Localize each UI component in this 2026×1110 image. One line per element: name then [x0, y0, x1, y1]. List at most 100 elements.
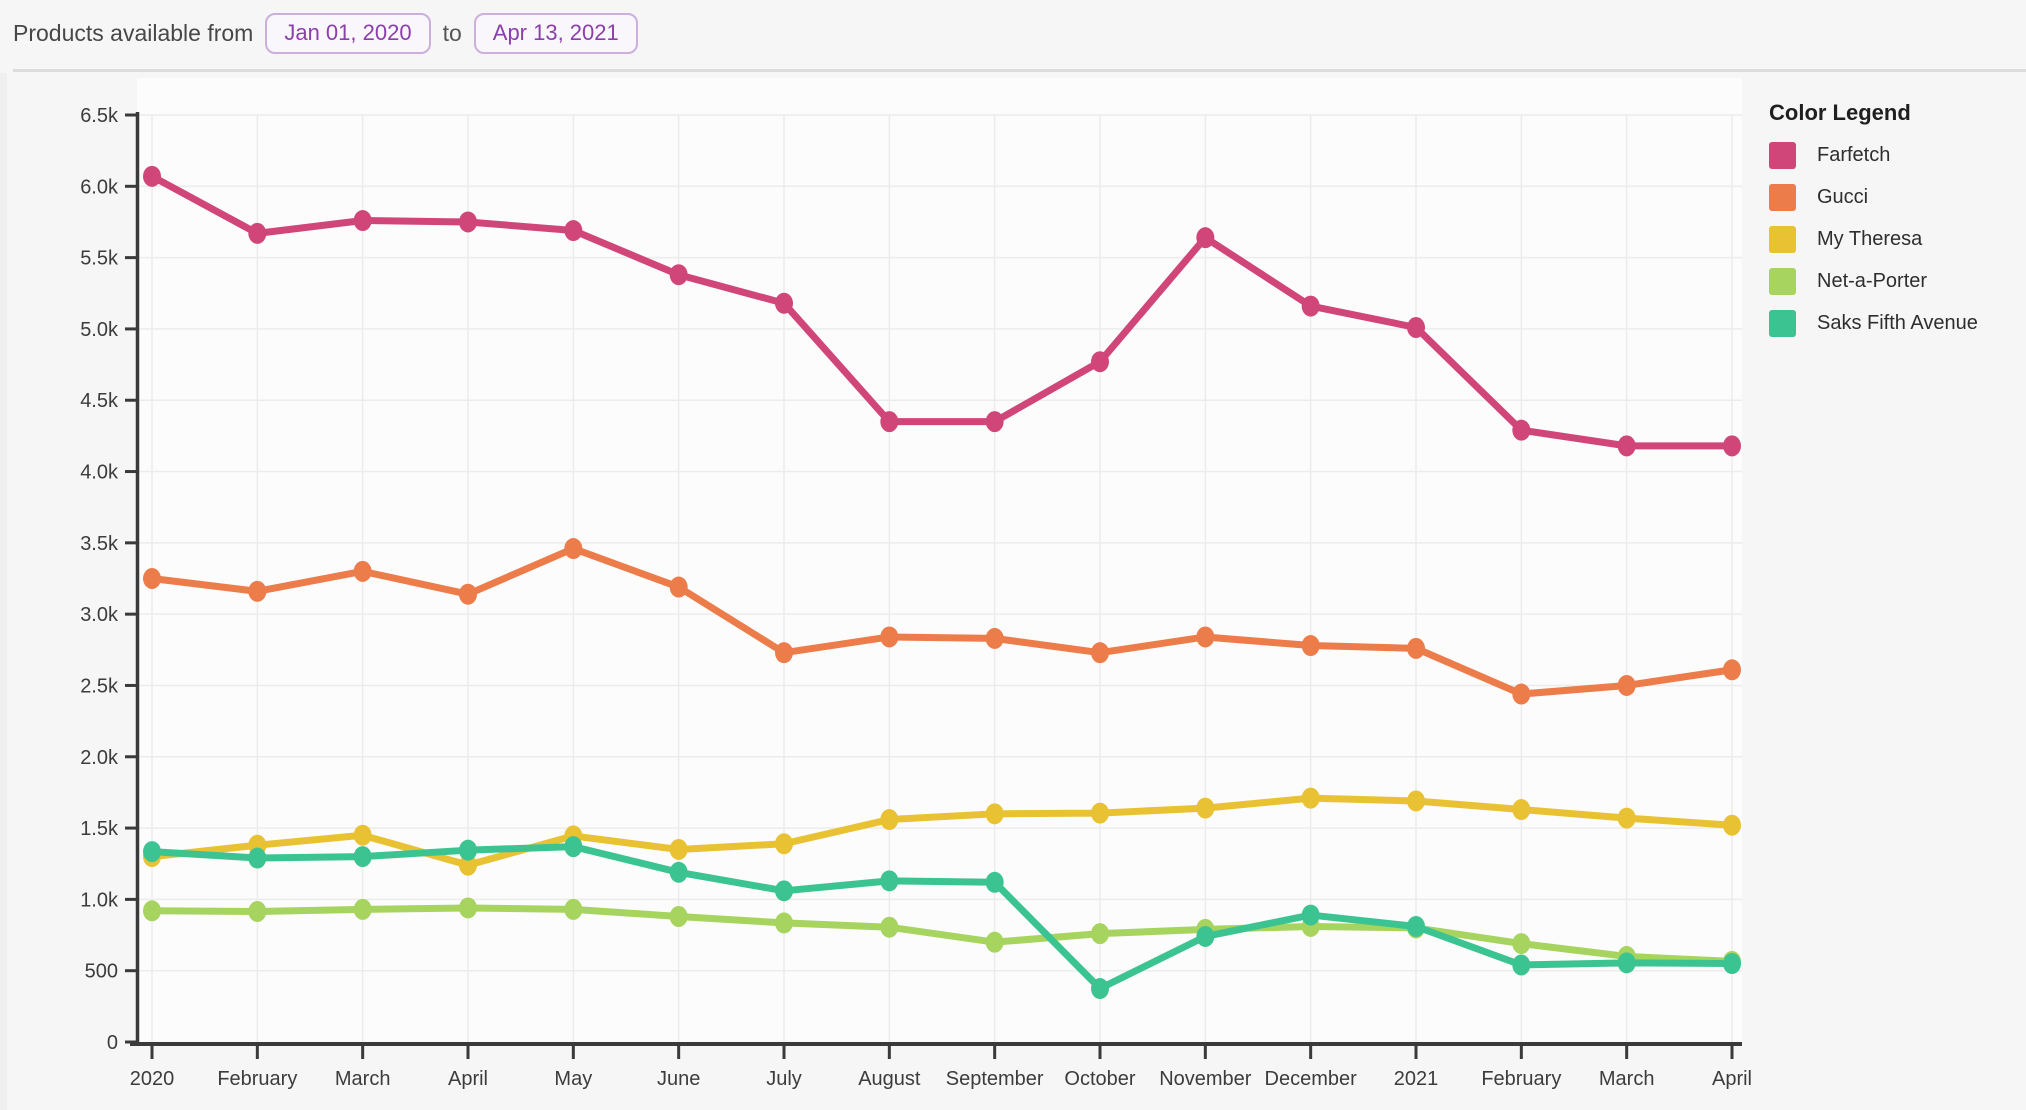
- farfetch-point[interactable]: [143, 165, 161, 187]
- saks-fifth-avenue-point[interactable]: [880, 870, 899, 892]
- my-theresa-point[interactable]: [353, 824, 372, 846]
- saks-fifth-avenue-point[interactable]: [1617, 952, 1636, 974]
- legend-item-farfetch[interactable]: Farfetch: [1769, 142, 2019, 169]
- page-title-prefix: Products available from: [13, 19, 254, 46]
- my-theresa-point[interactable]: [1512, 799, 1531, 821]
- line-chart[interactable]: 0 500 1.0k 1.5k 2.0k 2.5k 3.0k 3.5k 4.0k 4.5k 5.0k…: [0, 72, 2026, 1110]
- y-tick-label: 5.5k: [80, 248, 119, 270]
- farfetch-point[interactable]: [1196, 227, 1215, 249]
- date-range-separator: to: [442, 19, 462, 46]
- net-a-porter-point[interactable]: [143, 900, 161, 922]
- net-a-porter-point[interactable]: [564, 898, 583, 920]
- farfetch-point[interactable]: [1091, 351, 1109, 373]
- net-a-porter-point[interactable]: [1091, 923, 1109, 945]
- gucci-point[interactable]: [1512, 683, 1531, 705]
- net-a-porter-line: [148, 904, 1736, 965]
- gucci-point[interactable]: [248, 580, 267, 602]
- my-theresa-point[interactable]: [775, 833, 793, 855]
- start-date-button[interactable]: Jan 01, 2020: [265, 12, 431, 54]
- y-tick-label: 3.5k: [80, 533, 119, 555]
- gucci-line: [148, 545, 1736, 698]
- gucci-point[interactable]: [564, 538, 583, 560]
- farfetch-point[interactable]: [248, 222, 267, 244]
- x-tick-label: June: [657, 1068, 700, 1090]
- net-a-porter-point[interactable]: [985, 931, 1004, 953]
- saks-fifth-avenue-point[interactable]: [775, 880, 793, 902]
- legend-item-gucci[interactable]: Gucci: [1769, 184, 2019, 211]
- farfetch-point[interactable]: [1723, 435, 1741, 457]
- farfetch-point[interactable]: [1301, 295, 1320, 317]
- my-theresa-point[interactable]: [1723, 814, 1741, 836]
- gucci-point[interactable]: [1723, 659, 1741, 681]
- net-a-porter-point[interactable]: [459, 897, 477, 919]
- saks-fifth-avenue-point[interactable]: [564, 836, 583, 858]
- saks-fifth-avenue-point[interactable]: [1407, 915, 1425, 937]
- legend-item-net-a-porter[interactable]: Net-a-Porter: [1769, 268, 2019, 295]
- x-tick-label: 2021: [1394, 1068, 1439, 1090]
- farfetch-point[interactable]: [459, 211, 477, 233]
- end-date-button[interactable]: Apr 13, 2021: [473, 12, 638, 54]
- saks-fifth-avenue-point[interactable]: [353, 846, 372, 868]
- gucci-point[interactable]: [669, 576, 688, 598]
- gucci-point[interactable]: [880, 626, 899, 648]
- left-edge-strip: [0, 73, 7, 1110]
- net-a-porter-point[interactable]: [775, 912, 793, 934]
- x-tick-label: November: [1159, 1068, 1252, 1090]
- saks-fifth-avenue-point[interactable]: [669, 861, 688, 883]
- farfetch-point[interactable]: [1512, 419, 1531, 441]
- color-legend: Color Legend Farfetch Gucci My Theresa Net-…: [1769, 100, 2019, 352]
- net-a-porter-point[interactable]: [353, 898, 372, 920]
- my-theresa-point[interactable]: [459, 854, 477, 876]
- gucci-point[interactable]: [1196, 626, 1215, 648]
- gucci-point[interactable]: [985, 627, 1004, 649]
- saks-fifth-avenue-point[interactable]: [1196, 925, 1215, 947]
- net-a-porter-point[interactable]: [880, 916, 899, 938]
- gucci-point[interactable]: [459, 583, 477, 605]
- gucci-point[interactable]: [1091, 642, 1109, 664]
- farfetch-point[interactable]: [1407, 316, 1425, 338]
- gucci-point[interactable]: [775, 642, 793, 664]
- saks-fifth-avenue-point[interactable]: [1091, 978, 1109, 1000]
- series-gucci: [143, 538, 1741, 705]
- my-theresa-point[interactable]: [1407, 790, 1425, 812]
- farfetch-point[interactable]: [880, 411, 899, 433]
- saks-fifth-avenue-point[interactable]: [1301, 904, 1320, 926]
- saks-fifth-avenue-point[interactable]: [985, 871, 1004, 893]
- gucci-point[interactable]: [1301, 635, 1320, 657]
- x-tick-label: February: [1481, 1068, 1561, 1090]
- saks-fifth-avenue-point[interactable]: [143, 841, 161, 863]
- my-theresa-point[interactable]: [985, 803, 1004, 825]
- my-theresa-point[interactable]: [1196, 797, 1215, 819]
- net-a-porter-point[interactable]: [1512, 933, 1531, 955]
- my-theresa-point[interactable]: [1617, 807, 1636, 829]
- farfetch-point[interactable]: [985, 411, 1004, 433]
- legend-item-saks-fifth-avenue[interactable]: Saks Fifth Avenue: [1769, 310, 2019, 337]
- farfetch-line: [148, 172, 1736, 450]
- farfetch-point[interactable]: [353, 210, 372, 232]
- saks-fifth-avenue-point[interactable]: [248, 847, 267, 869]
- gucci-point[interactable]: [353, 560, 372, 582]
- farfetch-point[interactable]: [564, 220, 583, 242]
- my-theresa-point[interactable]: [1091, 802, 1109, 824]
- chart-canvas[interactable]: 0 500 1.0k 1.5k 2.0k 2.5k 3.0k 3.5k 4.0k 4.5k 5.0k…: [0, 72, 2026, 1110]
- legend-swatch-farfetch: [1769, 142, 1796, 169]
- saks-fifth-avenue-point[interactable]: [1723, 953, 1741, 975]
- farfetch-point[interactable]: [669, 264, 688, 286]
- saks-fifth-avenue-point[interactable]: [1512, 954, 1531, 976]
- y-tick-label: 4.5k: [80, 390, 119, 412]
- x-tick-label: December: [1265, 1068, 1358, 1090]
- net-a-porter-point[interactable]: [248, 901, 267, 923]
- gucci-point[interactable]: [1617, 674, 1636, 696]
- gucci-point[interactable]: [143, 568, 161, 589]
- farfetch-point[interactable]: [775, 292, 793, 314]
- y-tick-label: 4.0k: [80, 462, 119, 484]
- my-theresa-point[interactable]: [880, 809, 899, 831]
- y-tick-label: 5.0k: [80, 319, 119, 341]
- farfetch-point[interactable]: [1617, 435, 1636, 457]
- legend-item-my-theresa[interactable]: My Theresa: [1769, 226, 2019, 253]
- saks-fifth-avenue-point[interactable]: [459, 839, 477, 861]
- my-theresa-point[interactable]: [669, 838, 688, 860]
- my-theresa-point[interactable]: [1301, 787, 1320, 809]
- net-a-porter-point[interactable]: [669, 905, 688, 927]
- gucci-point[interactable]: [1407, 637, 1425, 659]
